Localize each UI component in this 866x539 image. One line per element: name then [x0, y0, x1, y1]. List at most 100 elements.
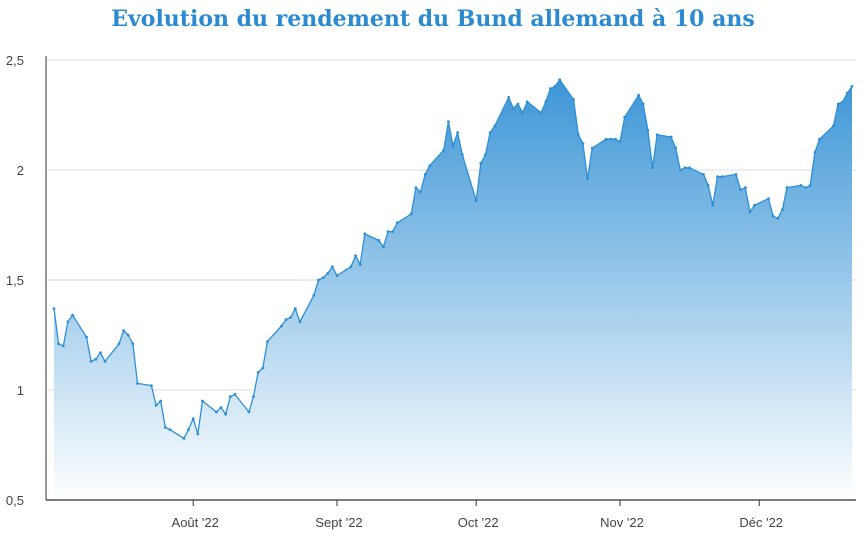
x-tick-label: Août '22	[172, 515, 219, 530]
data-point	[349, 265, 353, 269]
data-point	[215, 410, 218, 414]
data-point	[66, 320, 70, 324]
data-point	[753, 203, 756, 207]
data-point	[804, 186, 807, 190]
data-point	[655, 133, 659, 137]
data-point	[836, 102, 840, 106]
data-point	[293, 307, 297, 310]
data-point	[317, 278, 320, 282]
data-point	[850, 85, 854, 88]
data-point	[219, 406, 223, 409]
area-layer	[52, 78, 854, 501]
data-point	[99, 351, 102, 354]
data-point	[781, 208, 784, 212]
data-point	[776, 217, 780, 220]
data-point	[572, 98, 575, 101]
data-point	[581, 142, 585, 146]
data-point	[832, 124, 835, 128]
data-point	[71, 313, 74, 317]
data-point	[706, 184, 710, 187]
data-point	[488, 131, 492, 135]
data-point	[382, 245, 385, 249]
y-tick-label: 1	[17, 383, 24, 398]
y-tick-label: 1,5	[6, 273, 24, 288]
data-point	[386, 230, 390, 234]
data-point	[233, 393, 237, 396]
data-point	[117, 342, 121, 346]
data-point	[507, 96, 511, 99]
data-point	[590, 146, 594, 150]
y-tick-label: 2	[17, 163, 24, 178]
x-tick-label: Déc '22	[739, 515, 783, 530]
data-point	[150, 384, 153, 387]
data-point	[57, 342, 60, 346]
data-point	[678, 168, 682, 172]
data-point	[716, 175, 719, 179]
data-point	[321, 276, 325, 280]
data-point	[224, 412, 228, 416]
data-point	[808, 184, 812, 187]
data-point	[395, 221, 399, 225]
data-point	[298, 320, 302, 324]
axes	[45, 56, 856, 501]
data-point	[771, 214, 775, 218]
data-point	[409, 212, 413, 216]
data-point	[683, 166, 687, 170]
data-point	[646, 129, 650, 132]
data-point	[358, 263, 362, 266]
data-point	[558, 78, 562, 82]
data-point	[553, 85, 557, 88]
data-point	[428, 164, 432, 168]
data-point	[637, 93, 640, 97]
data-point	[261, 366, 265, 370]
data-point	[748, 210, 752, 214]
data-point	[335, 274, 339, 277]
data-point	[516, 102, 520, 106]
data-point	[168, 428, 172, 431]
data-point	[604, 137, 608, 141]
data-point	[739, 188, 743, 192]
x-tick-label: Nov '22	[600, 515, 644, 530]
data-point	[256, 371, 260, 374]
data-point	[122, 329, 125, 332]
data-point	[641, 102, 645, 106]
data-point	[767, 197, 770, 201]
data-point	[511, 107, 515, 110]
data-point	[196, 432, 200, 436]
data-point	[136, 382, 139, 385]
chart-title: Evolution du rendement du Bund allemand …	[111, 6, 755, 32]
data-point	[447, 120, 450, 123]
data-point	[841, 100, 845, 104]
data-point	[187, 428, 190, 431]
data-point	[94, 357, 98, 361]
data-point	[674, 146, 678, 150]
data-point	[89, 360, 93, 363]
data-point	[61, 344, 65, 348]
data-point	[734, 173, 738, 176]
x-tick-label: Sept '22	[315, 515, 362, 530]
data-point	[785, 186, 789, 190]
data-point	[623, 115, 627, 119]
data-point	[460, 153, 464, 157]
data-point	[813, 151, 817, 154]
data-point	[609, 137, 613, 141]
x-tick-labels: Août '22 Sept '22 Oct '22 Nov '22 Déc '22	[172, 500, 783, 530]
data-point	[247, 410, 251, 414]
data-point	[669, 135, 673, 139]
data-point	[279, 324, 283, 328]
data-point	[576, 133, 580, 137]
data-point	[131, 342, 135, 346]
data-point	[126, 333, 130, 337]
data-point	[266, 340, 269, 343]
y-tick-label: 2,5	[6, 53, 24, 68]
data-point	[720, 175, 724, 179]
data-point	[549, 87, 552, 90]
data-point	[201, 399, 204, 403]
data-point	[363, 232, 367, 236]
data-point	[702, 173, 705, 176]
data-point	[484, 153, 487, 157]
data-point	[377, 239, 381, 242]
data-point	[743, 186, 747, 190]
data-point	[289, 316, 292, 319]
